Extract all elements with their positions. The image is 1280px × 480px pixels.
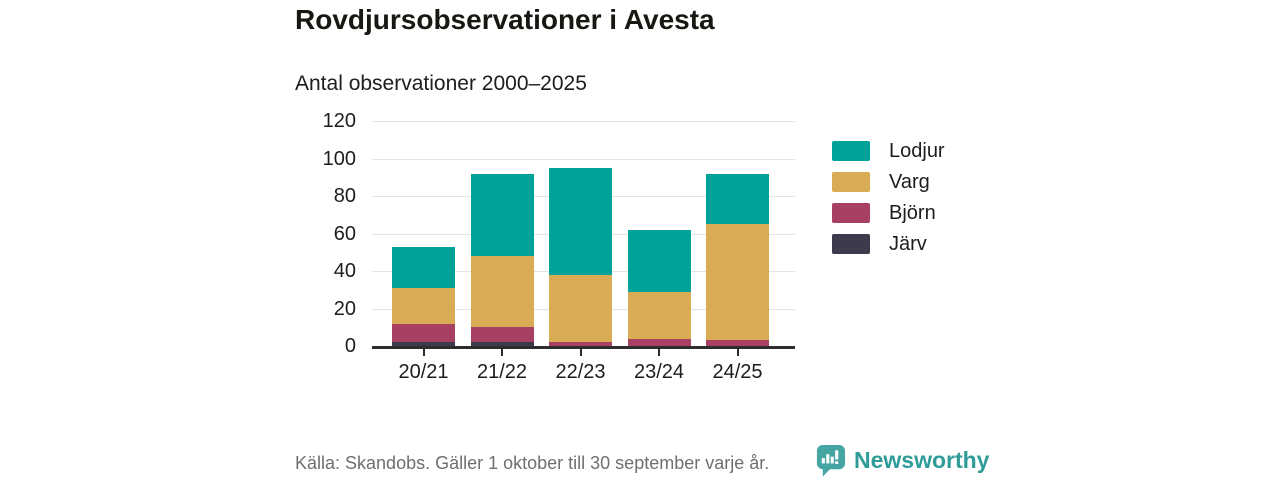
legend-item-lodjur: Lodjur [832,141,945,161]
legend-item-björn: Björn [832,203,945,223]
bar-segment-järv [470,342,534,346]
bar-segment-varg [627,291,691,339]
bar-21-22 [470,121,534,346]
y-axis-tick-label: 60 [333,222,356,245]
chart-title: Rovdjursobservationer i Avesta [295,4,715,35]
bar-segment-björn [392,323,455,343]
gridline [372,158,795,160]
bar-segment-björn [549,342,612,346]
x-axis-tick [501,349,503,356]
bar-20-21 [392,121,455,346]
x-axis-tick-label: 20/21 [398,361,449,383]
x-axis-tick-label: 23/24 [633,361,685,383]
chart-legend: Lodjur Varg Björn Järv [832,141,945,265]
gridline [372,121,795,122]
legend-swatch [832,172,870,192]
bar-segment-lodjur [549,167,612,275]
legend-item-varg: Varg [832,172,945,192]
bar-segment-varg [706,224,769,341]
legend-swatch [832,234,870,254]
legend-label: Lodjur [889,140,945,162]
y-axis-tick-label: 80 [333,185,356,207]
bar-24-25 [706,121,769,346]
bar-segment-björn [470,327,534,343]
chart-subtitle: Antal observationer 2000–2025 [295,72,587,95]
legend-swatch [832,203,870,223]
bar-segment-lodjur [706,173,769,225]
legend-swatch [832,141,870,161]
legend-label: Varg [889,171,930,193]
x-axis-tick [422,349,425,356]
legend-item-järv: Järv [832,234,945,254]
bar-segment-varg [470,256,534,328]
x-axis-tick [658,349,660,356]
plot-area: 0 20 40 60 80 100 120 20/21 21/22 22/23 23/24 24/25 [323,111,795,383]
x-axis-tick-label: 24/25 [712,361,763,383]
newsworthy-logo-text: Newsworthy [854,447,990,473]
bar-22-23 [549,121,612,346]
x-axis-tick [736,349,739,356]
y-axis-tick-label: 0 [344,335,356,357]
bar-segment-järv [392,342,455,346]
bar-segment-varg [392,287,455,324]
source-note: Källa: Skandobs. Gäller 1 oktober till 3… [295,453,770,473]
bar-chart-speech-bubble-icon [816,445,846,477]
y-axis-tick-label: 40 [333,260,356,282]
bar-segment-lodjur [470,173,534,256]
newsworthy-logo: Newsworthy [815,444,989,477]
bar-segment-lodjur [392,246,455,288]
bar-segment-björn [627,338,691,346]
x-axis-tick-label: 21/22 [476,361,528,383]
legend-label: Järv [889,233,927,255]
bar-segment-varg [549,274,612,343]
y-axis-tick-label: 20 [333,297,356,320]
bar-23-24 [627,121,691,346]
bar-segment-lodjur [627,229,691,292]
x-axis-tick-label: 22/23 [555,361,606,383]
bar-segment-björn [706,340,769,346]
y-axis-tick-label: 120 [322,110,356,132]
legend-label: Björn [889,202,936,224]
y-axis-tick-label: 100 [322,147,356,170]
x-axis-tick [579,349,582,356]
